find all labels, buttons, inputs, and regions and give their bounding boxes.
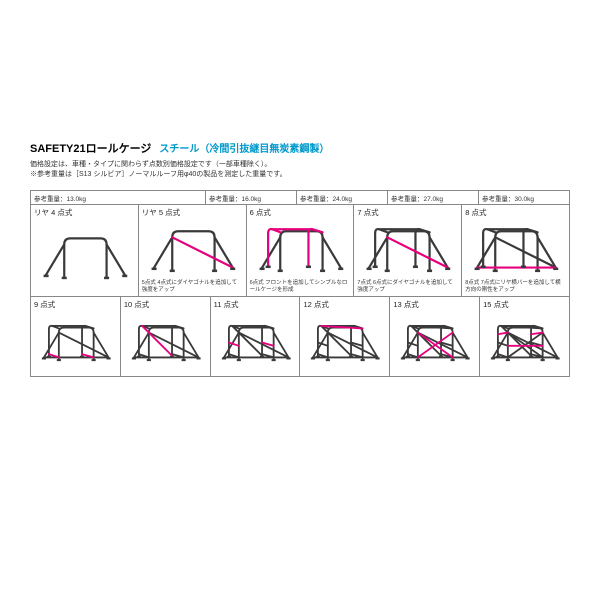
variant-caption: 5点式 4点式にダイヤゴナルを追加して強度をアップ bbox=[142, 280, 243, 293]
cage-diagram bbox=[142, 219, 243, 280]
diagram-cell: リヤ 4 点式 bbox=[31, 205, 139, 297]
variant-caption: 7点式 6点式にダイヤゴナルを追加して強度アップ bbox=[357, 280, 458, 293]
variant-label: リヤ 4 点式 bbox=[34, 207, 135, 218]
description: 価格設定は、車種・タイプに関わらず点数別価格設定です（一部車種除く）。 ※参考重… bbox=[30, 160, 570, 180]
bottom-diagram-row: 9 点式 10 点式 11 点式 12 点式 13 点式 15 点式 bbox=[31, 297, 570, 377]
diagram-cell: 7 点式 7点式 6点式にダイヤゴナルを追加して強度アップ bbox=[354, 205, 462, 297]
cage-diagram bbox=[393, 311, 476, 374]
weight-cell: 参考重量：16.0kg bbox=[206, 191, 297, 205]
diagram-cell: 8 点式 8点式 7点式にリヤ横バーを追加して横方向の剛性をアップ bbox=[462, 205, 570, 297]
top-diagram-row: リヤ 4 点式 リヤ 5 点式 5点式 4点式にダイヤゴナルを追加して強度をアッ… bbox=[31, 205, 570, 297]
cage-diagram bbox=[250, 219, 351, 280]
weight-label: 参考重量：27.0kg bbox=[391, 193, 475, 203]
cage-grid: 参考重量：13.0kg 参考重量：16.0kg 参考重量：24.0kg 参考重量：27… bbox=[30, 190, 570, 377]
product-subtitle: スチール（冷間引抜継目無炭素鋼製） bbox=[159, 140, 329, 155]
cage-diagram bbox=[303, 311, 386, 374]
desc-line: ※参考重量は［S13 シルビア］ノーマルルーフ用φ40の製品を測定した重量です。 bbox=[30, 170, 570, 180]
weight-row: 参考重量：13.0kg 参考重量：16.0kg 参考重量：24.0kg 参考重量：27… bbox=[31, 191, 570, 205]
diagram-cell: 15 点式 bbox=[480, 297, 570, 377]
variant-label: 6 点式 bbox=[250, 207, 351, 218]
weight-label: 参考重量：13.0kg bbox=[34, 193, 202, 203]
variant-label: 15 点式 bbox=[483, 299, 566, 310]
weight-label: 参考重量：30.0kg bbox=[482, 193, 566, 203]
weight-cell: 参考重量：30.0kg bbox=[479, 191, 570, 205]
weight-label: 参考重量：24.0kg bbox=[300, 193, 384, 203]
variant-label: 12 点式 bbox=[303, 299, 386, 310]
cage-diagram bbox=[34, 219, 135, 294]
variant-label: 11 点式 bbox=[214, 299, 297, 310]
diagram-cell: 12 点式 bbox=[300, 297, 390, 377]
variant-label: 9 点式 bbox=[34, 299, 117, 310]
weight-label: 参考重量：16.0kg bbox=[209, 193, 293, 203]
diagram-cell: リヤ 5 点式 5点式 4点式にダイヤゴナルを追加して強度をアップ bbox=[139, 205, 247, 297]
cage-diagram bbox=[34, 311, 117, 374]
product-title: SAFETY21ロールケージ bbox=[30, 140, 151, 156]
cage-diagram bbox=[214, 311, 297, 374]
cage-diagram bbox=[483, 311, 566, 374]
desc-line: 価格設定は、車種・タイプに関わらず点数別価格設定です（一部車種除く）。 bbox=[30, 160, 570, 170]
diagram-cell: 13 点式 bbox=[390, 297, 480, 377]
cage-diagram bbox=[465, 219, 566, 280]
diagram-cell: 6 点式 6点式 フロントを追加してシンプルなロールケージを形成 bbox=[247, 205, 355, 297]
variant-label: リヤ 5 点式 bbox=[142, 207, 243, 218]
variant-caption: 8点式 7点式にリヤ横バーを追加して横方向の剛性をアップ bbox=[465, 280, 566, 293]
variant-label: 8 点式 bbox=[465, 207, 566, 218]
diagram-cell: 11 点式 bbox=[211, 297, 301, 377]
variant-label: 7 点式 bbox=[357, 207, 458, 218]
variant-caption: 6点式 フロントを追加してシンプルなロールケージを形成 bbox=[250, 280, 351, 293]
diagram-cell: 9 点式 bbox=[31, 297, 121, 377]
weight-cell: 参考重量：27.0kg bbox=[388, 191, 479, 205]
cage-diagram bbox=[357, 219, 458, 280]
weight-cell: 参考重量：24.0kg bbox=[297, 191, 388, 205]
variant-label: 13 点式 bbox=[393, 299, 476, 310]
variant-label: 10 点式 bbox=[124, 299, 207, 310]
cage-diagram bbox=[124, 311, 207, 374]
diagram-cell: 10 点式 bbox=[121, 297, 211, 377]
weight-cell: 参考重量：13.0kg bbox=[31, 191, 206, 205]
